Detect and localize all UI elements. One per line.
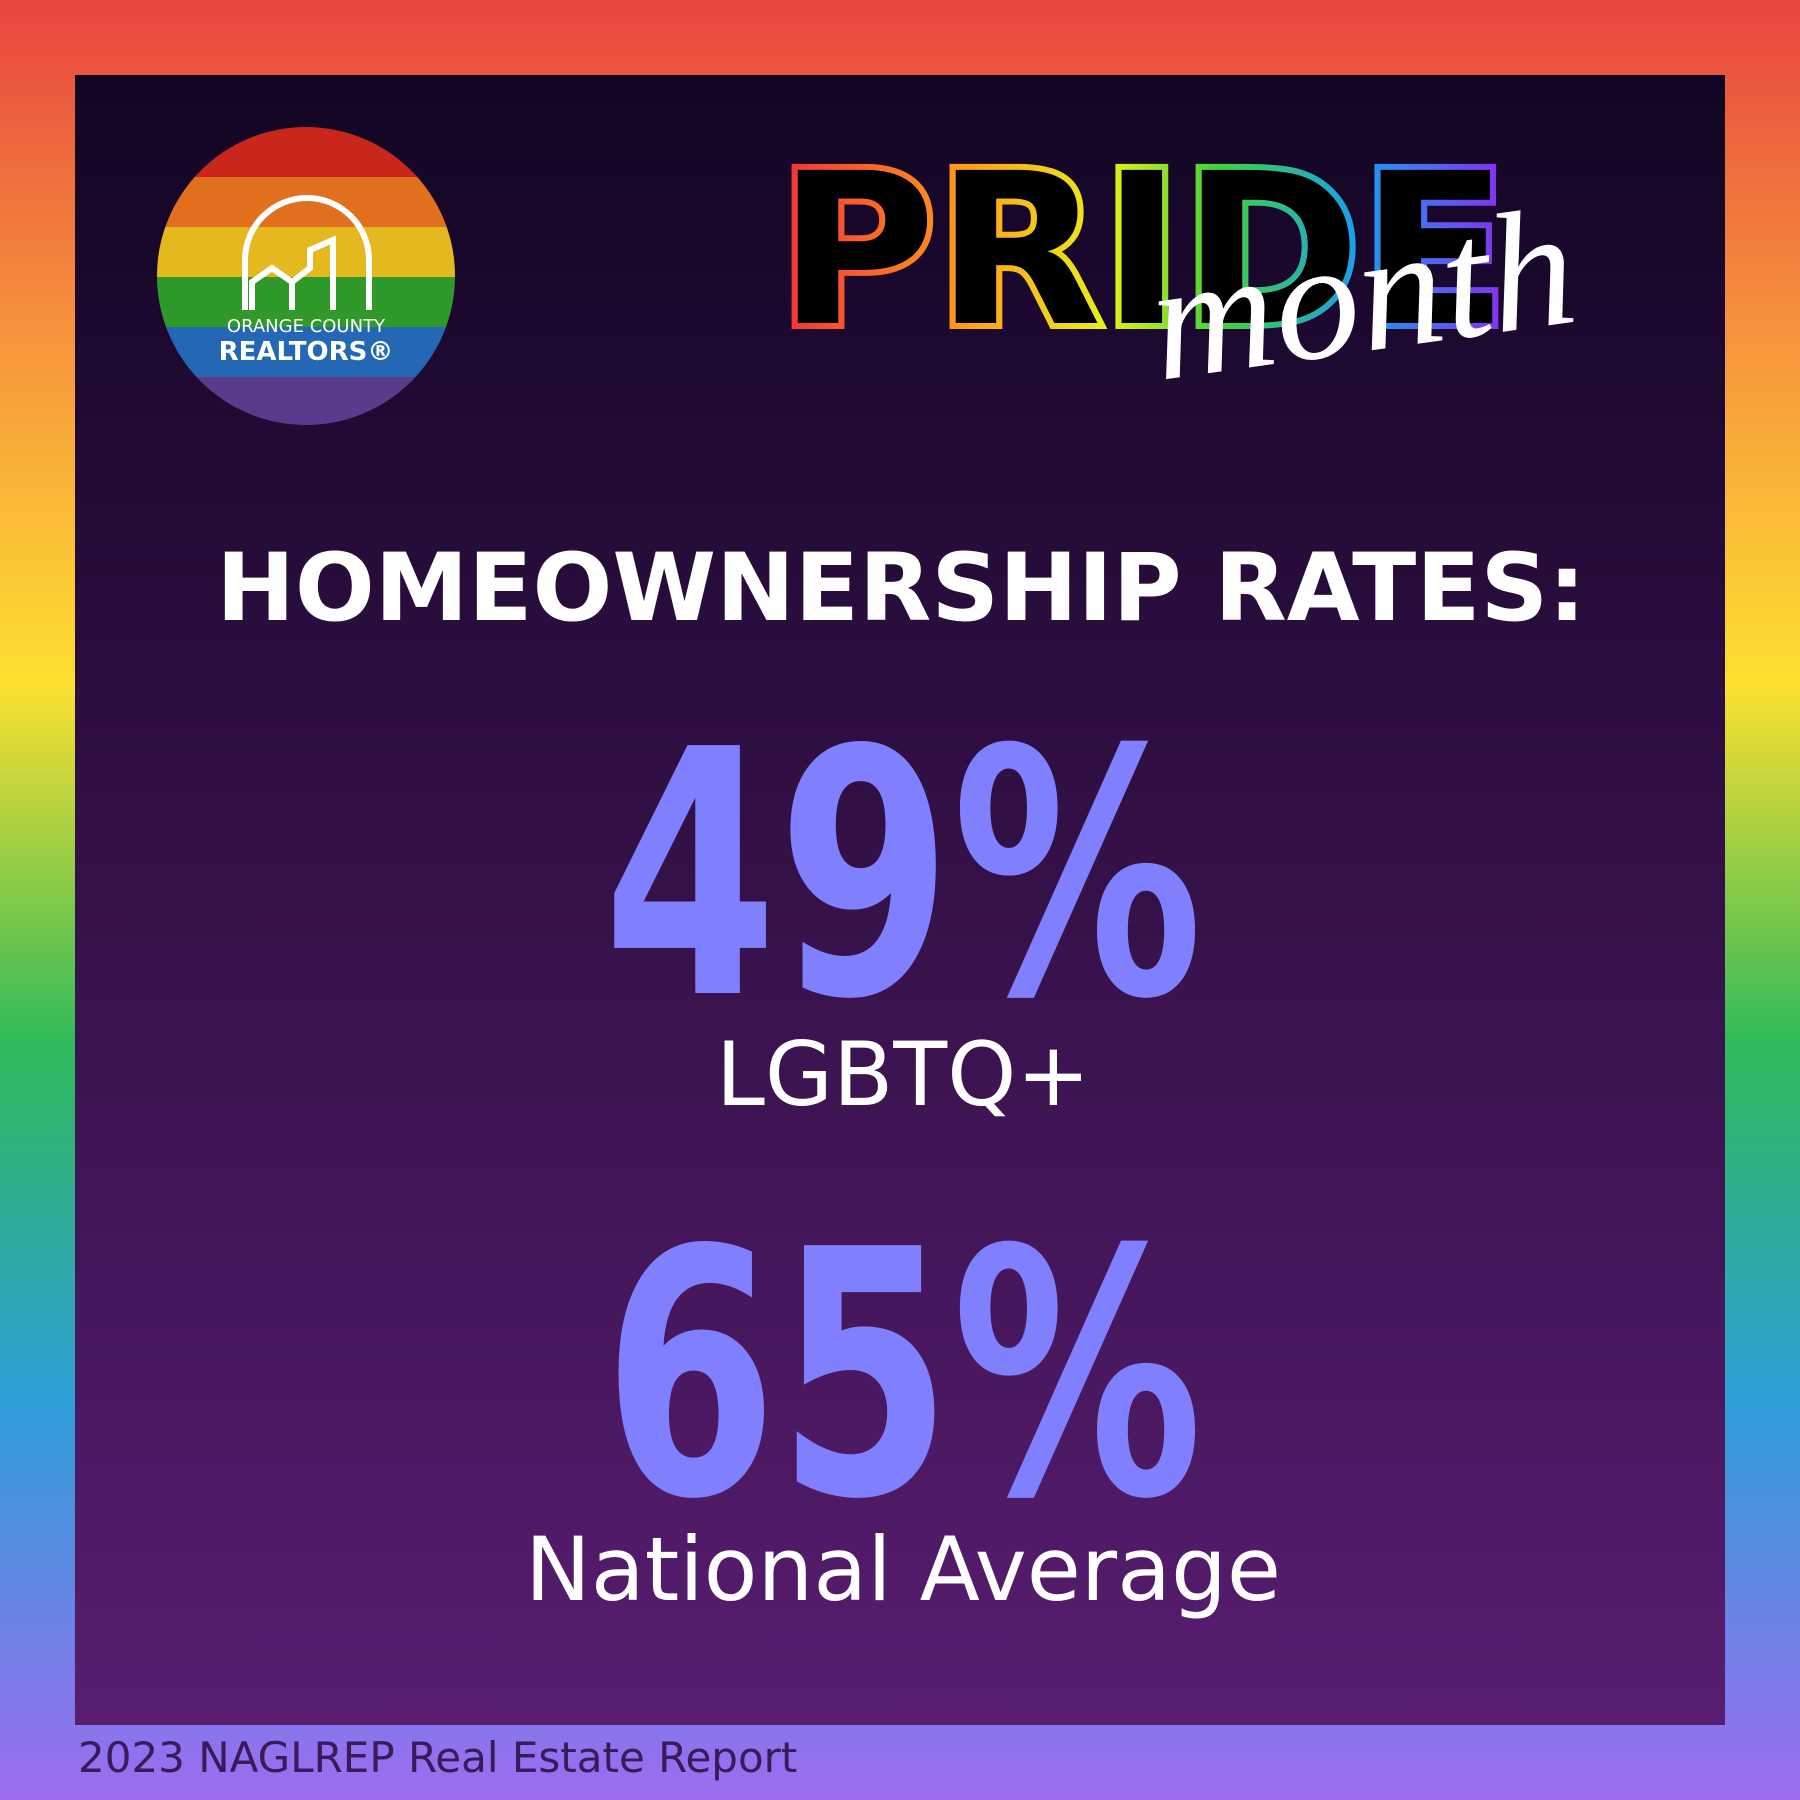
logo-houses xyxy=(249,235,336,310)
logo-line2: REALTORS® xyxy=(219,337,394,367)
heading: HOMEOWNERSHIP RATES: xyxy=(216,534,1586,643)
stat-value: 49% xyxy=(603,678,1203,1074)
logo-arch xyxy=(242,195,372,310)
stat-value: 65% xyxy=(603,1178,1203,1574)
stat-label: LGBTQ+ xyxy=(716,1023,1090,1126)
logo-line1: ORANGE COUNTY xyxy=(227,316,386,337)
pride-title: PRIDE xyxy=(778,128,1508,373)
stat-label: National Average xyxy=(525,1518,1281,1621)
source: 2023 NAGLREP Real Estate Report xyxy=(78,1733,797,1782)
